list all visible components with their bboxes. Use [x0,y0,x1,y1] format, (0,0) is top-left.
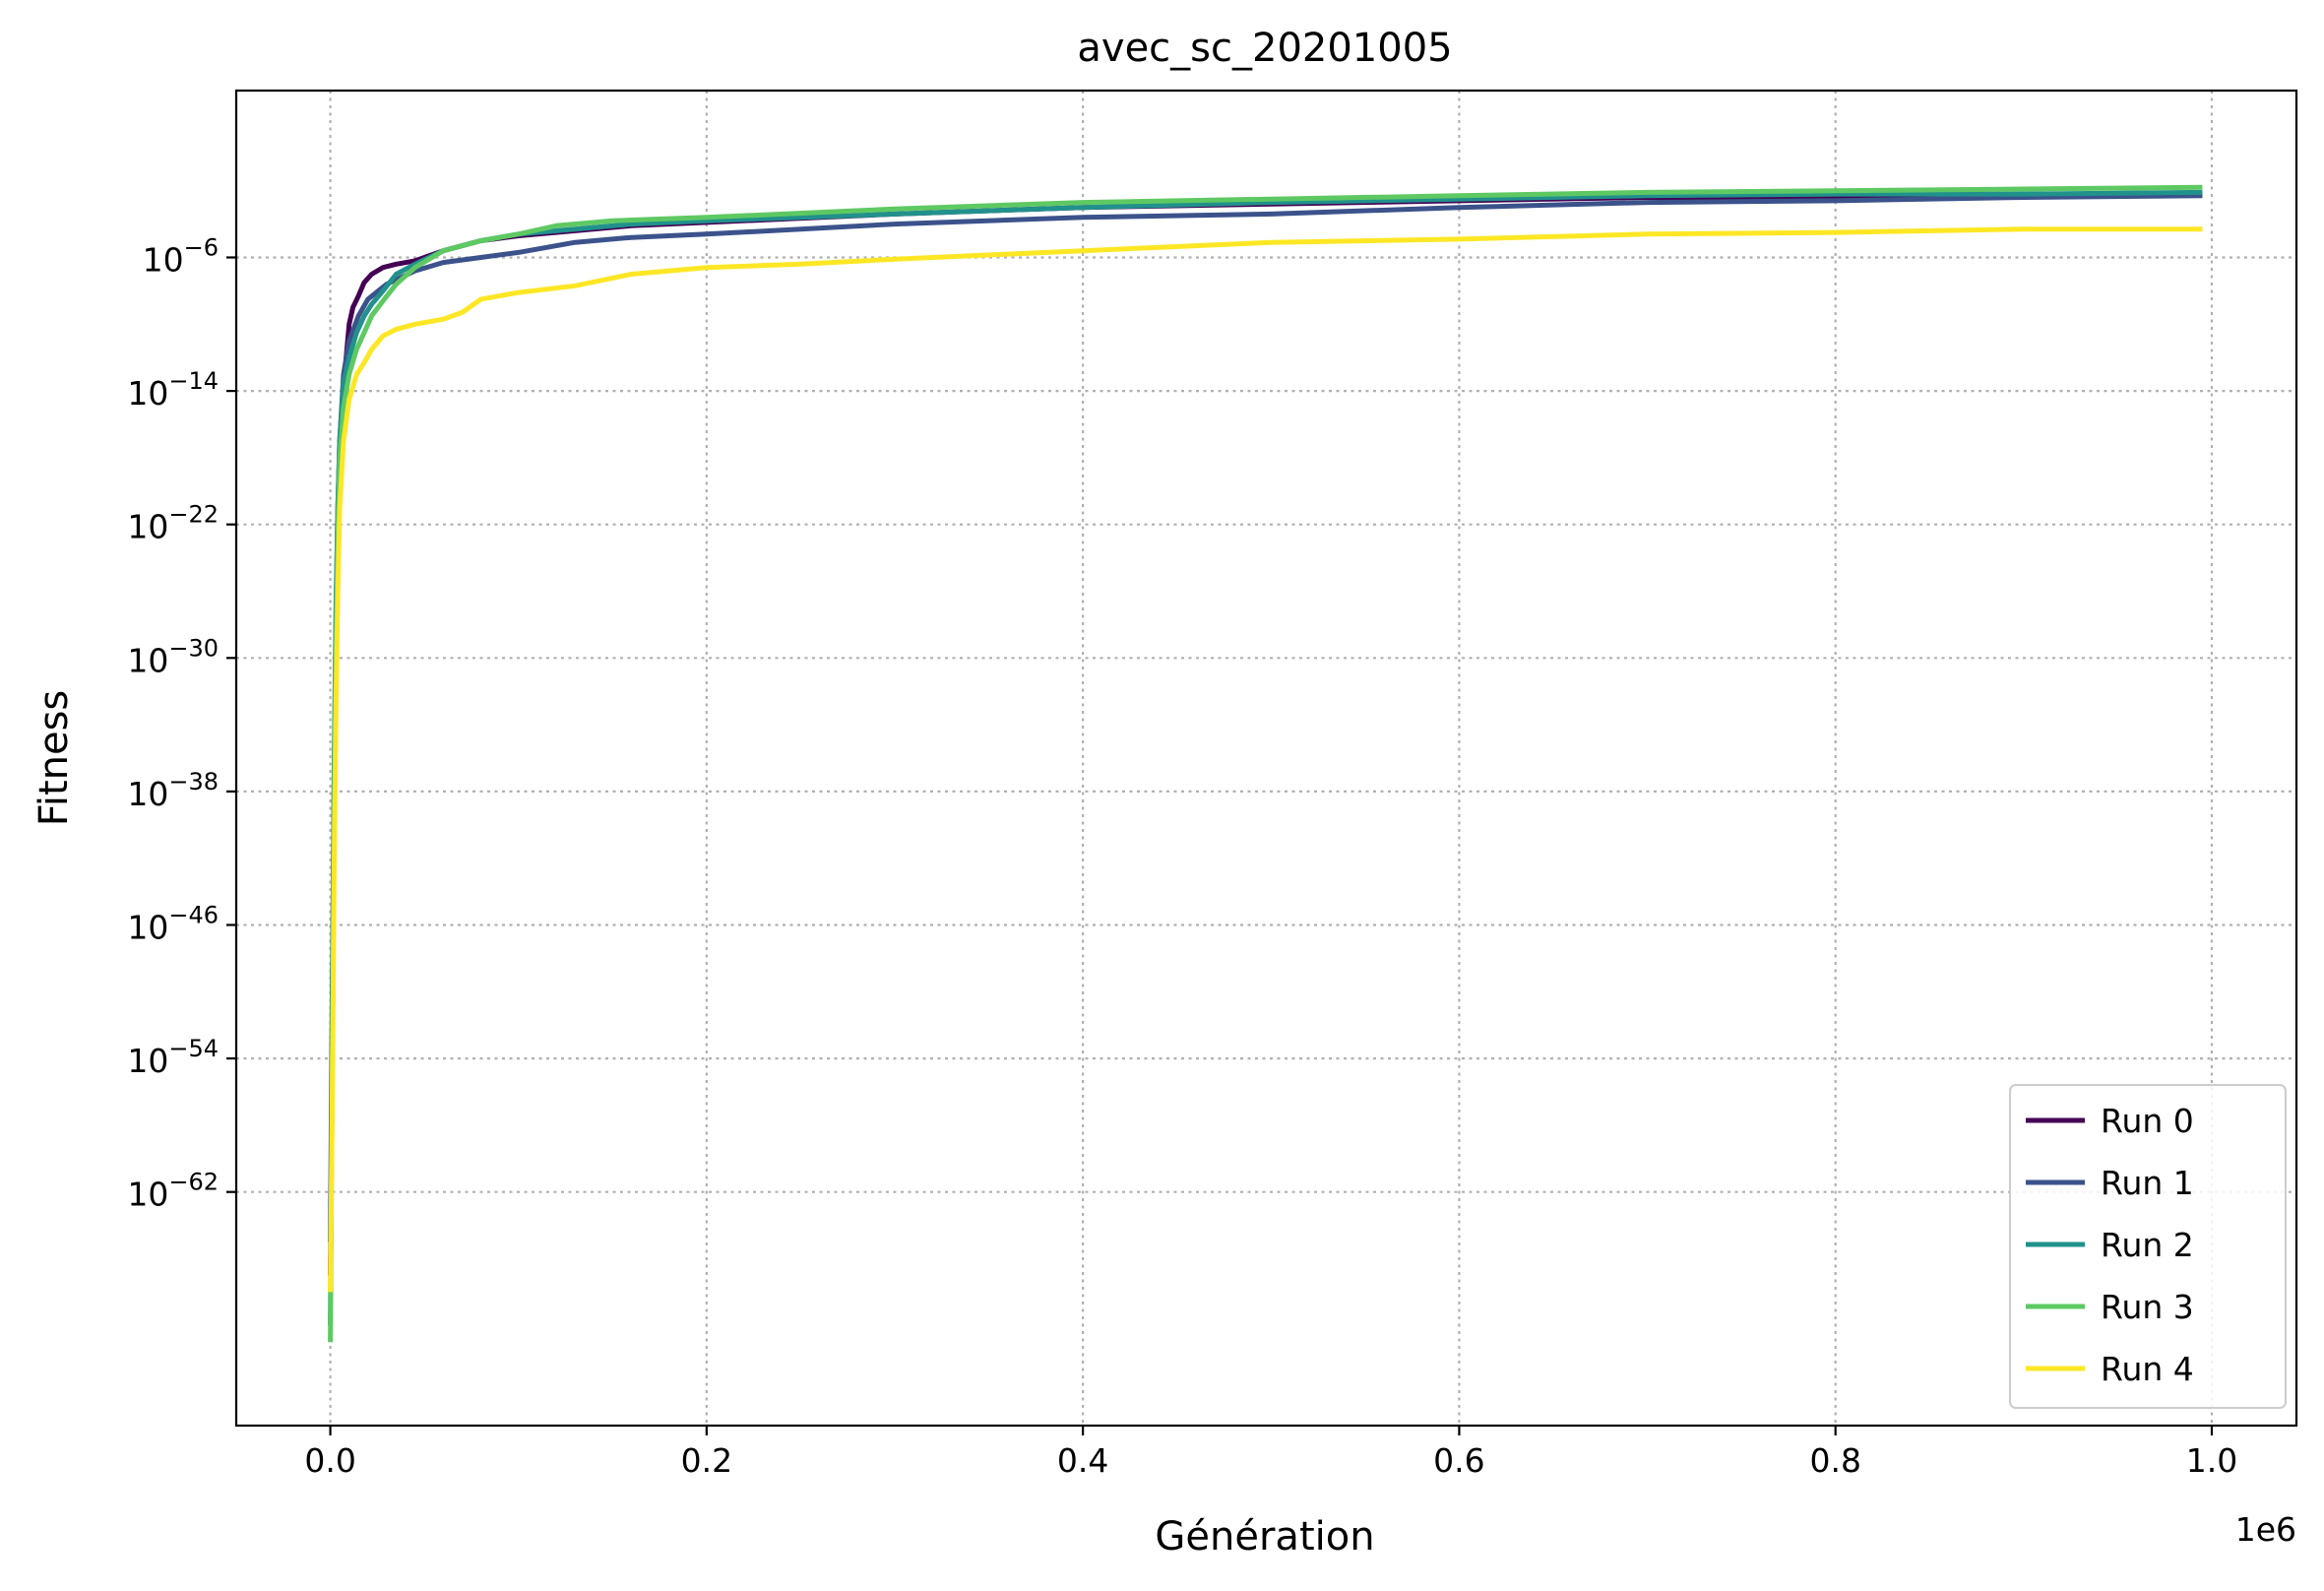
x-tick-label: 0.0 [304,1441,355,1480]
legend: Run 0 Run 1 Run 2 Run 3 Run 4 [2009,1084,2287,1409]
chart-title: avec_sc_20201005 [1077,26,1452,71]
legend-label: Run 3 [2101,1288,2194,1326]
legend-label: Run 0 [2101,1102,2194,1140]
legend-label: Run 1 [2101,1164,2194,1202]
y-tick-label: 10−46 [127,902,219,947]
x-axis-ticks: 0.0 0.2 0.4 0.6 0.8 1.0 [304,1426,2237,1480]
y-tick-label: 10−54 [127,1035,219,1080]
x-tick-label: 1.0 [2186,1441,2237,1480]
y-tick-label: 10−6 [143,234,219,280]
y-tick-label: 10−22 [127,501,219,546]
plot-frame [234,89,2298,1428]
y-tick-label: 10−38 [127,768,219,813]
series-line-run-4 [328,226,2203,1293]
legend-label: Run 4 [2101,1350,2194,1388]
y-tick-label: 10−14 [127,367,219,413]
grid [236,91,2296,1426]
x-tick-label: 0.8 [1809,1441,1860,1480]
x-axis-offset-label: 1e6 [2235,1510,2296,1549]
y-tick-label: 10−62 [127,1169,219,1214]
x-tick-label: 0.2 [681,1441,732,1480]
legend-label: Run 2 [2101,1226,2194,1264]
y-tick-label: 10−30 [127,634,219,679]
series-lines [328,184,2203,1343]
x-tick-label: 0.6 [1433,1441,1484,1480]
y-axis-label: Fitness [31,690,77,827]
x-tick-label: 0.4 [1057,1441,1108,1480]
x-axis-label: Génération [1155,1514,1374,1559]
y-axis-ticks: 10−6 10−14 10−22 10−30 10−38 10−46 10−54 10−62 [127,234,236,1214]
legend-box [2009,1084,2287,1409]
